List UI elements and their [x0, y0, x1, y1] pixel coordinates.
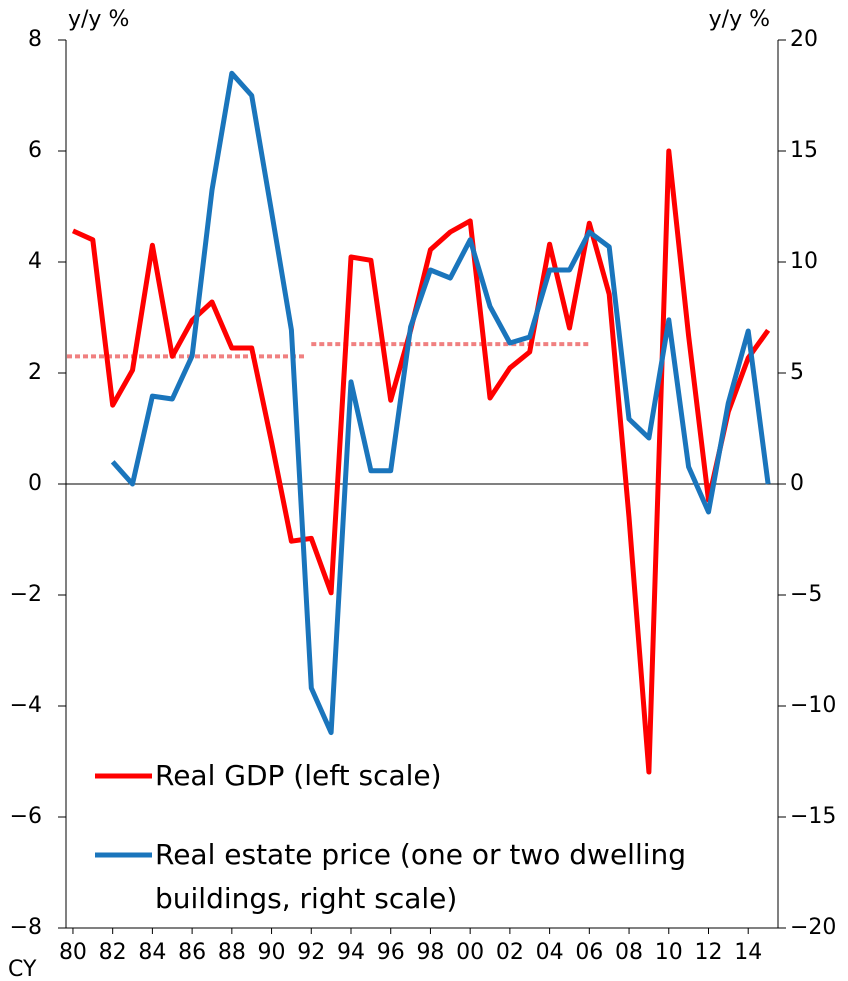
x-tick-label: 82 [99, 940, 127, 965]
legend-entry: Real estate price (one or two dwelling b… [155, 838, 687, 915]
y-tick-label: −4 [10, 693, 42, 718]
y-tick-label: 0 [28, 471, 42, 496]
y-tick-label: −8 [10, 915, 42, 940]
y-tick-label: 6 [28, 138, 42, 163]
x-tick-label: 12 [694, 940, 722, 965]
y-axis-label: y/y % [68, 7, 129, 32]
y2-tick-label: 15 [790, 138, 818, 163]
y-tick-label: 2 [28, 360, 42, 385]
y2-tick-label: 20 [790, 27, 818, 52]
x-tick-label: 00 [456, 940, 484, 965]
x-tick-label: 14 [734, 940, 762, 965]
x-tick-label: 90 [258, 940, 286, 965]
y-tick-label: 4 [28, 249, 42, 274]
y2-tick-label: 0 [790, 471, 804, 496]
x-tick-label: 08 [615, 940, 643, 965]
x-tick-label: 04 [536, 940, 564, 965]
x-tick-label: 84 [138, 940, 166, 965]
series-line [110, 70, 771, 736]
x-tick-label: 94 [337, 940, 365, 965]
y2-tick-label: −15 [790, 804, 836, 829]
x-tick-label: 86 [178, 940, 206, 965]
y-tick-label: −2 [10, 582, 42, 607]
x-tick-label: 06 [575, 940, 603, 965]
y2-tick-label: −20 [790, 915, 836, 940]
y2-tick-label: 5 [790, 360, 804, 385]
y2-tick-label: −5 [790, 582, 822, 607]
series-line [71, 148, 771, 775]
x-tick-label: 98 [416, 940, 444, 965]
y-tick-label: −6 [10, 804, 42, 829]
x-tick-label: 88 [218, 940, 246, 965]
y-tick-label: 8 [28, 27, 42, 52]
x-tick-label: 10 [655, 940, 683, 965]
y2-tick-label: −10 [790, 693, 836, 718]
y2-axis-label: y/y % [709, 7, 770, 32]
x-tick-label: 80 [59, 940, 87, 965]
x-tick-label: 96 [377, 940, 405, 965]
x-axis-label: CY [8, 957, 37, 981]
legend-entry: Real GDP (left scale) [155, 759, 442, 792]
y2-tick-label: 10 [790, 249, 818, 274]
x-tick-label: 92 [297, 940, 325, 965]
x-tick-label: 02 [496, 940, 524, 965]
